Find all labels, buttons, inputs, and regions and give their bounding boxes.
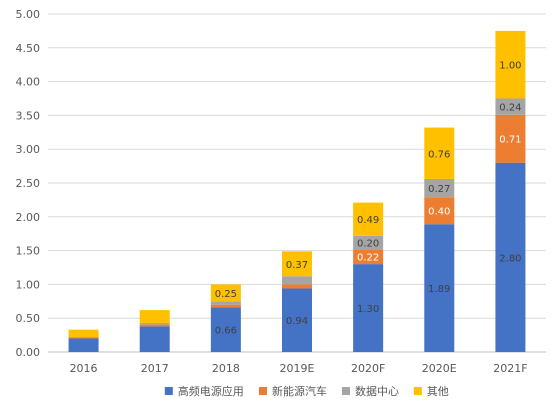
bar-segment-0-3 — [282, 288, 312, 352]
bar-segment-0-6 — [495, 162, 526, 352]
x-tick-label: 2020F — [351, 362, 385, 375]
x-tick-label: 2020E — [422, 362, 457, 375]
legend-swatch — [413, 387, 422, 395]
data-label: 0.37 — [286, 260, 308, 271]
legend-swatch — [164, 387, 173, 395]
data-label: 2.80 — [499, 253, 521, 264]
data-label: 1.00 — [499, 61, 521, 72]
x-tick-label: 2016 — [70, 362, 98, 375]
bar-segment-3-5 — [424, 127, 455, 179]
gridlines — [48, 13, 546, 353]
bar-segment-1-3 — [282, 284, 312, 289]
bar-segment-2-6 — [495, 98, 526, 115]
bar-segment-0-1 — [139, 326, 170, 352]
data-label: 0.66 — [215, 326, 237, 337]
bar-segment-3-4 — [353, 202, 384, 236]
y-tick-label: 0.00 — [16, 346, 41, 359]
x-tick-label: 2019E — [280, 362, 315, 375]
bar-segment-1-1 — [139, 324, 170, 327]
data-label: 0.20 — [357, 238, 379, 249]
data-labels: 0.66 0.25 0.94 0.37 1.30 0.22 0.20 0.49 1.89 0.40… — [215, 61, 522, 337]
bar-segment-2-5 — [424, 178, 455, 198]
y-tick-label: 3.00 — [16, 143, 41, 156]
bar-segment-3-2 — [210, 284, 241, 302]
legend-label: 数据中心 — [355, 384, 399, 398]
data-label: 1.89 — [428, 284, 450, 295]
y-tick-label: 0.50 — [16, 312, 41, 325]
y-tick-label: 5.00 — [16, 8, 41, 21]
y-axis: 0.00 0.50 1.00 1.50 2.00 2.50 3.00 3.50 4.00 4.50… — [16, 8, 41, 359]
bar-segment-1-4 — [353, 249, 384, 265]
bar-segment-2-3 — [282, 276, 312, 285]
data-label: 0.40 — [428, 207, 450, 218]
bar-segment-3-3 — [282, 251, 312, 277]
data-label: 1.30 — [357, 304, 379, 315]
data-label: 0.22 — [357, 253, 379, 264]
y-tick-label: 2.00 — [16, 211, 41, 224]
data-label: 0.71 — [499, 135, 521, 146]
bar-segment-3-0 — [68, 329, 99, 338]
x-tick-label: 2021F — [493, 362, 527, 375]
data-label: 0.24 — [499, 103, 521, 114]
data-label: 0.27 — [428, 184, 450, 195]
legend-label: 新能源汽车 — [272, 384, 327, 398]
legend-label: 高频电源应用 — [178, 384, 244, 398]
x-axis: 2016 2017 2018 2019E 2020F 2020E 2021F — [70, 362, 528, 375]
bar-segment-1-5 — [424, 197, 455, 225]
data-label: 0.94 — [286, 316, 308, 327]
bar-segment-2-1 — [139, 322, 170, 325]
bar-segment-1-2 — [210, 304, 241, 308]
y-tick-label: 1.00 — [16, 278, 41, 291]
bar-segment-3-1 — [139, 310, 170, 323]
bar-segment-0-4 — [353, 264, 384, 352]
y-tick-label: 4.50 — [16, 42, 41, 55]
x-tick-label: 2017 — [141, 362, 169, 375]
data-label: 0.25 — [215, 289, 237, 300]
legend-swatch — [342, 387, 350, 395]
legend: 高频电源应用 新能源汽车 数据中心 其他 — [164, 384, 449, 398]
bar-segment-3-6 — [495, 30, 526, 99]
bar-segment-2-2 — [210, 301, 241, 305]
y-tick-label: 1.50 — [16, 245, 41, 258]
bar-segment-2-4 — [353, 235, 384, 250]
bar-segment-0-0 — [68, 338, 99, 352]
y-tick-label: 2.50 — [16, 177, 41, 190]
legend-swatch — [259, 387, 267, 395]
y-tick-label: 3.50 — [16, 109, 41, 122]
data-label: 0.76 — [428, 149, 450, 160]
legend-label: 其他 — [427, 385, 449, 398]
y-tick-label: 4.00 — [16, 76, 41, 89]
bar-segment-1-6 — [495, 114, 526, 163]
bar-segment-0-5 — [424, 224, 455, 352]
data-label: 0.49 — [357, 215, 379, 226]
bar-segment-0-2 — [210, 307, 241, 352]
x-tick-label: 2018 — [212, 362, 240, 375]
bars — [68, 30, 526, 352]
bar-segment-1-0 — [68, 337, 99, 339]
